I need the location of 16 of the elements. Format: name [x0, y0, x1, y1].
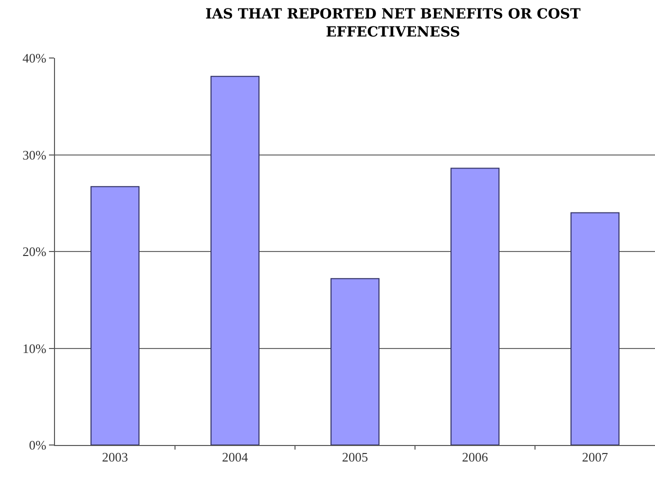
y-tick-label: 40%	[22, 50, 47, 66]
x-tick-label: 2005	[342, 450, 368, 465]
x-tick-label: 2007	[582, 450, 608, 465]
bar	[570, 212, 620, 445]
x-tick-label: 2003	[102, 450, 128, 465]
bar	[450, 168, 500, 445]
bar	[90, 186, 140, 445]
x-tick-label: 2004	[222, 450, 248, 465]
y-tick-label: 10%	[22, 340, 47, 356]
y-tick-label: 0%	[29, 438, 47, 453]
chart-title: IAS THAT REPORTED NET BENEFITS OR COST EFFECTIVENESS	[205, 6, 582, 41]
bar	[330, 278, 380, 445]
x-tick-label: 2006	[462, 450, 488, 465]
y-tick-label: 20%	[22, 244, 47, 260]
y-tick-label: 30%	[22, 147, 47, 162]
bar	[210, 76, 260, 445]
